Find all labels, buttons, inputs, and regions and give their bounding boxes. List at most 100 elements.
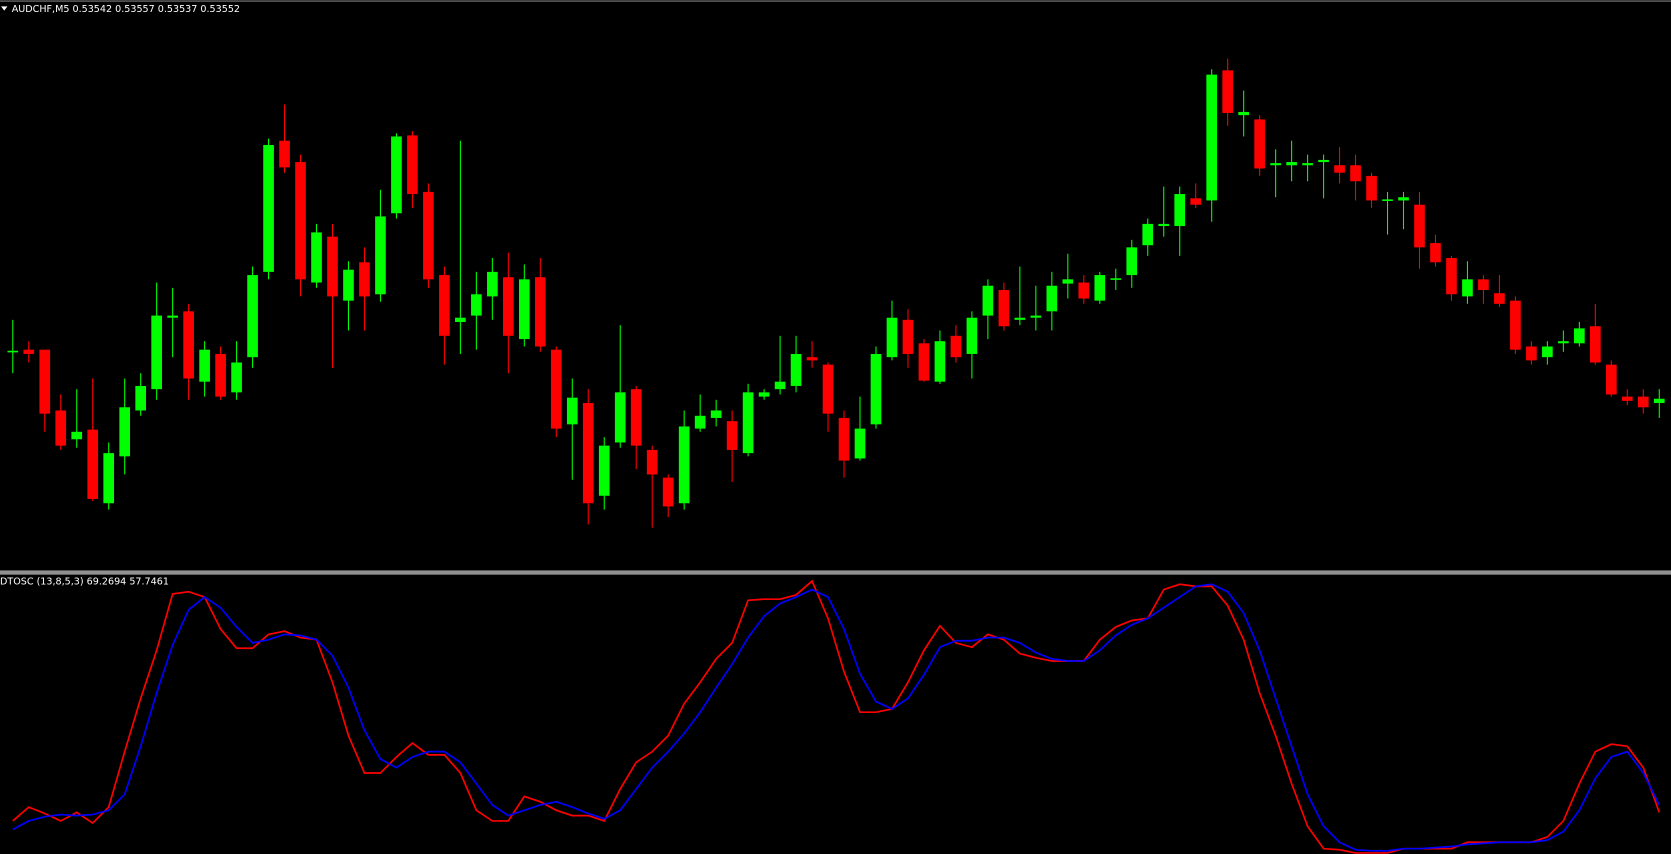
candle-body [247, 275, 258, 358]
candle-body [598, 445, 610, 496]
candle-body [870, 353, 882, 425]
candle-body [1302, 163, 1313, 166]
candle-body [838, 417, 850, 461]
candle-body [263, 144, 274, 272]
candle-body [103, 453, 115, 504]
candle-body [439, 275, 450, 336]
candle-body [55, 410, 67, 446]
menu-arrow[interactable] [1, 6, 8, 11]
candle-body [1542, 346, 1553, 358]
candle-body [758, 392, 770, 397]
candle-body [630, 389, 642, 446]
candle-body [998, 289, 1010, 327]
candle-body [1398, 197, 1409, 201]
candle-body [1446, 258, 1457, 295]
candle-body [183, 311, 194, 379]
candle-body [886, 317, 898, 358]
oscillator-line [12, 579, 1661, 854]
candle-body [1030, 315, 1042, 318]
indicator-header: DTOSC (13,8,5,3) 69.2694 57.7461 [0, 577, 169, 588]
candle-body [7, 350, 19, 353]
candle-body [151, 315, 162, 390]
candle-body [343, 269, 354, 301]
candle-body [582, 403, 594, 504]
pane-separator [0, 570, 1671, 575]
candle-body [279, 140, 290, 168]
candle-body [550, 349, 562, 429]
candle-body [423, 191, 434, 280]
candle-body [471, 294, 482, 316]
candle-body [918, 343, 930, 381]
candle-body [39, 349, 51, 414]
candle-body [1510, 300, 1521, 350]
candle-body [710, 410, 722, 418]
candle-body [902, 319, 914, 354]
oscillator-line [12, 583, 1661, 852]
candle-body [375, 216, 386, 295]
candle-body [1605, 364, 1617, 395]
candle-body [726, 421, 738, 450]
candle-body [1318, 159, 1329, 163]
candle-body [167, 315, 178, 318]
candle-body [854, 428, 866, 459]
candle-body [950, 335, 962, 358]
candle-body [1062, 279, 1074, 284]
candle-body [1366, 175, 1377, 201]
candle-body [518, 279, 530, 340]
candle-body [822, 364, 834, 414]
candle-body [359, 262, 370, 297]
candle-body [1462, 279, 1473, 297]
candle-body [774, 381, 786, 390]
candle-body [1558, 341, 1569, 344]
candle-body [1094, 275, 1106, 301]
candle-body [1206, 74, 1218, 201]
candle-body [1174, 194, 1186, 227]
candle-body [1653, 398, 1665, 404]
candle-body [966, 317, 978, 354]
candle-body [1254, 119, 1265, 169]
candle-body [1158, 223, 1170, 227]
candle-body [1590, 326, 1601, 363]
candle-body [311, 232, 322, 283]
candle-body [1478, 279, 1489, 290]
candle-body [806, 357, 818, 361]
candle-body [1414, 204, 1425, 248]
candle-body [1350, 165, 1361, 182]
candle-body [1238, 111, 1249, 116]
candle-body [327, 236, 338, 297]
candle-body [135, 385, 146, 411]
candle-body [1637, 396, 1649, 408]
candle-body [295, 162, 306, 280]
candle-body [1046, 285, 1058, 312]
candle-body [1574, 328, 1585, 344]
candle-body [231, 362, 242, 393]
price-header: AUDCHF,M5 0.53542 0.53557 0.53537 0.5355… [12, 4, 240, 15]
candle-body [23, 349, 35, 354]
candle-body [1078, 282, 1090, 299]
candle-body [1286, 162, 1297, 166]
candle-body [391, 136, 402, 214]
candle-body [1430, 243, 1441, 263]
candle-body [455, 317, 466, 322]
candle-body [1142, 223, 1154, 246]
candle-body [407, 135, 418, 195]
candle-body [662, 477, 674, 507]
candle-body [694, 415, 706, 429]
candle-body [566, 397, 578, 425]
candle-body [982, 285, 994, 316]
candle-body [1222, 70, 1234, 114]
candle-body [503, 277, 514, 336]
candle-body [87, 429, 99, 499]
candle-body [1382, 199, 1393, 201]
candle-body [742, 392, 754, 454]
candle-body [1270, 163, 1281, 166]
candle-body [487, 271, 498, 297]
candle-body [1526, 346, 1537, 361]
candle-body [215, 353, 226, 397]
candle-body [1126, 247, 1138, 276]
candle-body [1110, 278, 1122, 280]
candle-body [790, 353, 802, 386]
candle-body [534, 277, 546, 347]
